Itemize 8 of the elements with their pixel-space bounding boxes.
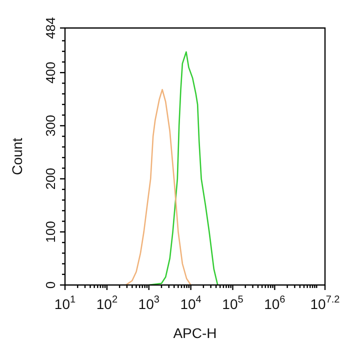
y-tick-label: 200 — [43, 168, 58, 190]
y-tick-label: 484 — [43, 17, 58, 39]
y-tick-label: 300 — [43, 114, 58, 137]
y-tick-label: 400 — [43, 62, 58, 84]
x-axis-title: APC-H — [173, 325, 217, 341]
y-tick-label: 0 — [43, 281, 58, 289]
y-axis-title: Count — [9, 138, 25, 176]
y-tick-label: 100 — [43, 221, 58, 243]
